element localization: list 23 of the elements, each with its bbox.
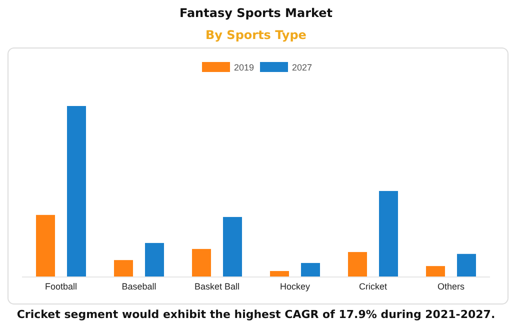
bar [192,248,211,277]
text: Cricket segment would exhibit the highest CAGR of 17.9% during 2021-2027. [16,308,496,321]
chart-subtitle: By Sports Type [206,28,306,42]
legend-label: 2027 [292,62,312,72]
x-tick-label: Basket Ball [194,281,240,292]
bar [426,266,445,277]
bar [36,214,55,277]
x-tick-label: Baseball [122,281,156,292]
chart-title: Fantasy Sports Market [179,6,333,20]
bar [379,190,398,277]
x-tick-label: Others [437,281,465,292]
bar [270,271,289,277]
bar [348,252,367,277]
bar [67,106,86,277]
x-tick-label: Cricket [358,281,388,292]
legend-label: 2019 [234,62,254,72]
bar [457,254,476,277]
bar [223,216,242,277]
bar [145,242,164,277]
bar [114,260,133,277]
x-tick-label: Football [44,281,78,292]
bar [301,262,320,277]
x-tick-label: Hockey [280,281,310,292]
